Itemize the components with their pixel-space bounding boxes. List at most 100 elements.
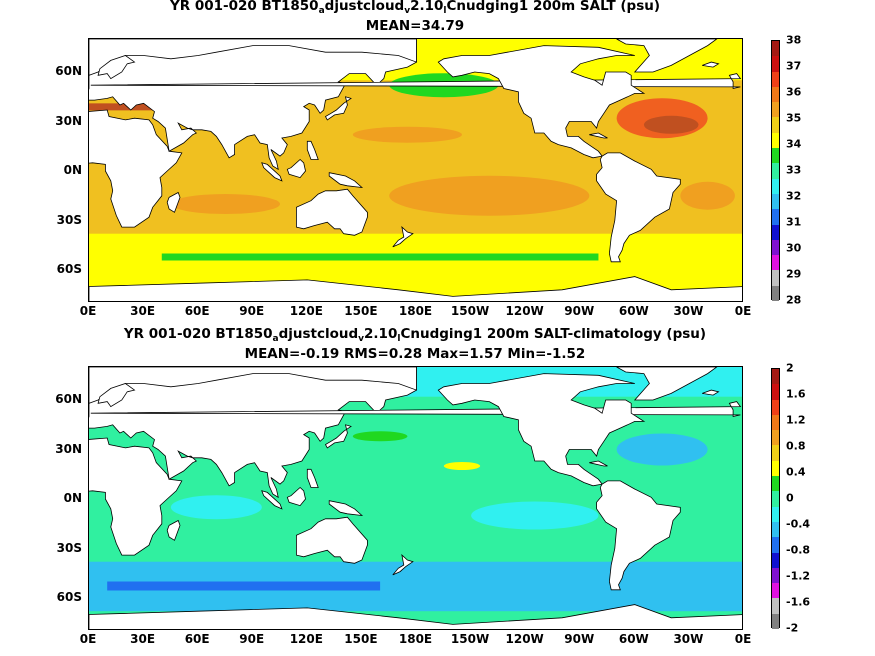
- land-southAmerica: [596, 480, 681, 591]
- land-newguinea: [328, 500, 364, 517]
- colorbar-label: 0: [786, 491, 794, 505]
- south-pacific-high: [389, 175, 590, 216]
- bottom-panel-title: YR 001-020 BT1850adjustcloudv2.10lCnudgi…: [123, 326, 707, 344]
- colorbar-segment: [772, 552, 779, 569]
- colorbar-segment: [772, 369, 779, 385]
- kuroshio-positive: [352, 431, 408, 442]
- colorbar-label: 38: [786, 33, 802, 47]
- land-australia: [295, 516, 368, 564]
- land-iceland: [702, 61, 720, 68]
- lon-label: 30W: [673, 632, 704, 646]
- colorbar-label: -1.2: [786, 569, 811, 583]
- lat-label: 0N: [63, 491, 82, 505]
- colorbar-label: 0.4: [786, 465, 806, 479]
- land-southAmerica: [596, 152, 681, 263]
- colorbar-label: 0.8: [786, 439, 806, 453]
- colorbar-label: 29: [786, 267, 802, 281]
- lon-label: 30E: [130, 632, 156, 646]
- lon-label: 30E: [130, 304, 156, 318]
- lon-label: 120W: [505, 632, 544, 646]
- lat-label: 30N: [55, 441, 82, 456]
- land-antarctica: [89, 276, 742, 301]
- colorbar-segment: [772, 56, 779, 73]
- land-eurasia: [89, 367, 417, 499]
- colorbar-segment: [772, 476, 779, 492]
- colorbar-label: 36: [786, 85, 802, 99]
- land-australia: [295, 188, 368, 236]
- land-greenland: [616, 367, 718, 401]
- indian-anomaly: [170, 495, 262, 520]
- top-panel-stats: MEAN=34.79: [365, 18, 465, 34]
- north-pacific-high: [352, 126, 462, 143]
- lat-label: 60S: [56, 590, 82, 604]
- colorbar-segment: [772, 460, 779, 477]
- colorbar-segment: [772, 224, 779, 241]
- colorbar-label: 1.6: [786, 387, 806, 401]
- land-northAmerica: [437, 45, 646, 159]
- colorbar-segment: [772, 209, 779, 226]
- lat-label: 60S: [56, 262, 82, 276]
- land-cuba: [589, 460, 608, 467]
- land-scandinavia: [97, 55, 136, 80]
- colorbar-label: 28: [786, 293, 802, 307]
- land-sumatra: [261, 490, 283, 510]
- lon-label: 90W: [564, 632, 595, 646]
- continents: [89, 367, 742, 629]
- colorbar-segment: [772, 102, 779, 118]
- colorbar-label: 30: [786, 241, 802, 255]
- colorbar-segment: [772, 178, 779, 195]
- colorbar-segment: [772, 163, 779, 180]
- colorbar-label: 31: [786, 215, 802, 229]
- lat-label: 30S: [56, 212, 82, 227]
- land-sumatra: [261, 162, 283, 182]
- lon-label: 120W: [505, 304, 544, 318]
- continents: [89, 39, 742, 301]
- land-madagascar: [166, 191, 181, 213]
- land-africa: [89, 109, 183, 228]
- bottom-anomaly-map: [88, 366, 743, 630]
- colorbar-segment: [772, 384, 779, 401]
- lon-label: 0E: [79, 632, 97, 646]
- land-japan: [324, 424, 352, 449]
- south-atlantic-high: [680, 181, 735, 210]
- colorbar-label: 32: [786, 189, 802, 203]
- colorbar-label: 35: [786, 111, 802, 125]
- colorbar-segment: [772, 148, 779, 164]
- land-newguinea: [328, 172, 364, 189]
- colorbar-segment: [772, 445, 779, 462]
- land-cuba: [589, 132, 608, 139]
- colorbar-segment: [772, 506, 779, 523]
- colorbar-segment: [772, 598, 779, 615]
- colorbar-segment: [772, 583, 779, 599]
- lon-label: 150W: [450, 304, 490, 318]
- colorbar-segment: [772, 41, 779, 57]
- land-philippines: [306, 468, 319, 488]
- colorbar-segment: [772, 285, 779, 302]
- colorbar-segment: [772, 270, 779, 287]
- lat-label: 60N: [55, 392, 82, 406]
- indian-high: [170, 194, 281, 214]
- colorbar-segment: [772, 86, 779, 103]
- lat-label: 30S: [56, 540, 82, 555]
- lon-label: 90E: [239, 304, 265, 318]
- land-japan: [324, 96, 352, 121]
- north-atlantic-anomaly: [616, 433, 708, 466]
- colorbar-segment: [772, 71, 779, 88]
- colorbar-segment: [772, 117, 779, 134]
- lon-label: 0E: [79, 304, 97, 318]
- land-africa: [89, 437, 183, 556]
- colorbar-segment: [772, 239, 779, 256]
- colorbar-segment: [772, 521, 779, 538]
- lon-label: 30W: [673, 304, 704, 318]
- southern-deep-anomaly: [107, 581, 381, 591]
- lon-label: 120E: [289, 304, 323, 318]
- top-salinity-map: [88, 38, 743, 302]
- colorbar-label: 34: [786, 137, 802, 151]
- colorbar-label: -2: [786, 621, 799, 635]
- colorbar-label: 2: [786, 361, 794, 375]
- colorbar-segment: [772, 193, 779, 210]
- land-greenland: [616, 39, 718, 73]
- land-borneo: [286, 158, 306, 179]
- colorbar-segment: [772, 399, 779, 416]
- land-nz: [392, 226, 414, 248]
